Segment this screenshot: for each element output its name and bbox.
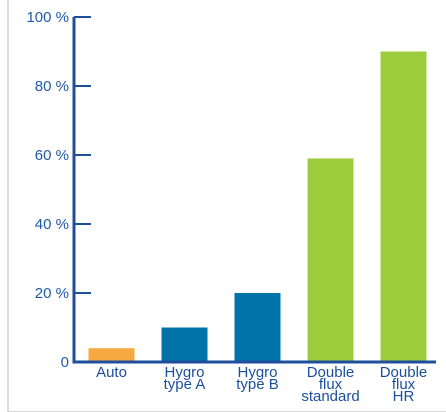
x-category-label: Double flux HR (380, 364, 428, 405)
y-tick-label: 40 % (35, 216, 69, 233)
y-tick-label: 60 % (35, 147, 69, 164)
y-tick-label: 80 % (35, 78, 69, 95)
y-tick-label: 0 (61, 354, 69, 371)
x-category-label: Double flux standard (301, 364, 359, 405)
x-category-label: Hygro type B (236, 364, 279, 393)
x-category-label: Auto (96, 364, 127, 381)
y-tick-label: 20 % (35, 285, 69, 302)
bar (307, 158, 354, 361)
x-axis-labels: Auto Hygro type A Hygro type B Double flux stan… (96, 364, 427, 405)
y-tick-label: 100 % (26, 9, 69, 26)
bar (161, 327, 208, 361)
y-axis-ticks: 0 20 % 40 % 60 % 80 % 100 % (26, 9, 91, 371)
bar (380, 51, 427, 361)
axes-group (72, 17, 436, 364)
bar (88, 348, 135, 361)
bars-group (88, 51, 427, 361)
x-category-label: Hygro type A (164, 364, 206, 393)
bar (234, 293, 281, 361)
